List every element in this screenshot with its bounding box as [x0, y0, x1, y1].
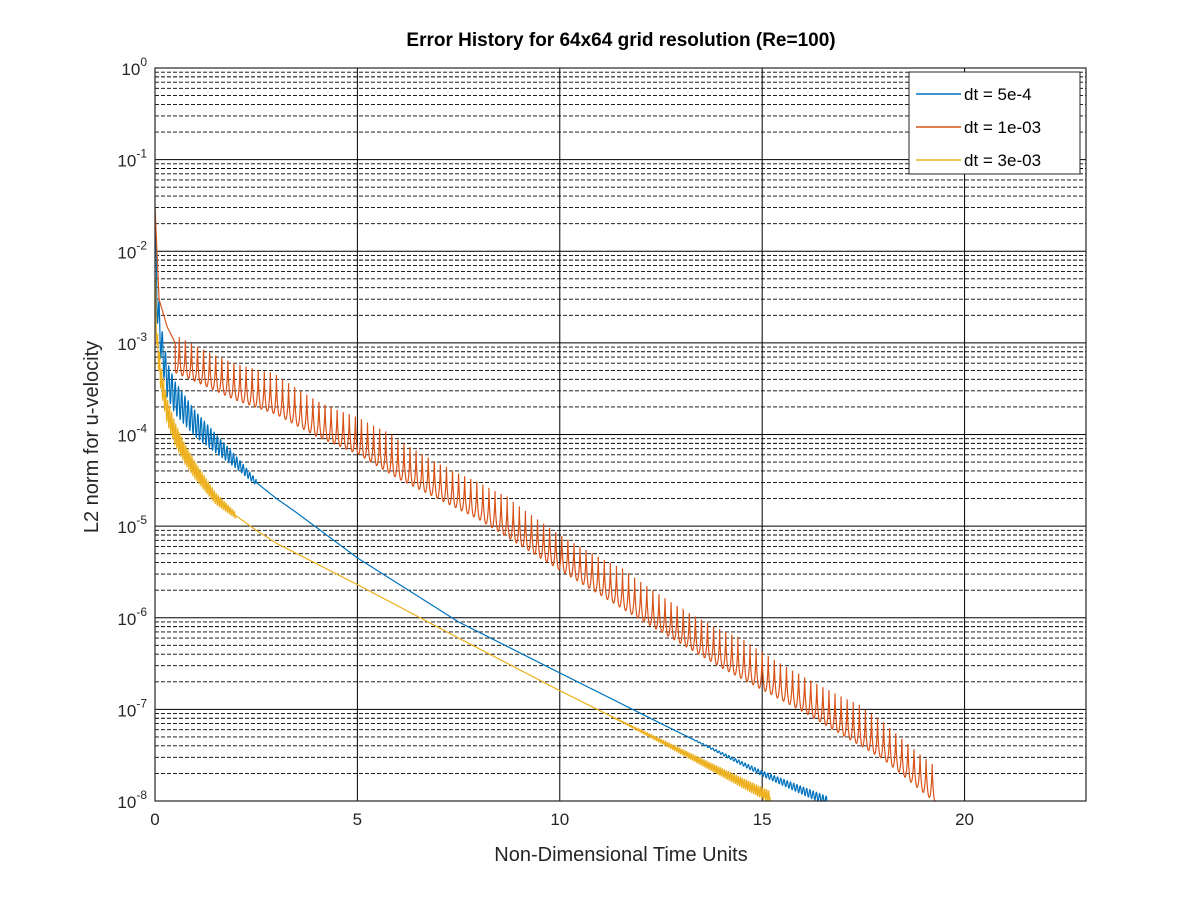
legend: dt = 5e-4 dt = 1e-03 dt = 3e-03 — [908, 71, 1081, 175]
x-tick-label: 15 — [753, 810, 772, 829]
legend-entry: dt = 5e-4 — [964, 85, 1032, 104]
series-layer — [154, 207, 937, 802]
y-tick-label: 10-4 — [117, 422, 147, 446]
x-tick-label: 0 — [150, 810, 159, 829]
x-tick-label: 10 — [550, 810, 569, 829]
series-line-3 — [154, 276, 771, 802]
y-tick-label: 10-3 — [117, 330, 147, 354]
legend-entry: dt = 3e-03 — [964, 151, 1041, 170]
series-line-2 — [154, 207, 937, 802]
x-axis-label: Non-Dimensional Time Units — [494, 844, 747, 866]
plot-frame — [154, 67, 1087, 802]
legend-entry: dt = 1e-03 — [964, 118, 1041, 137]
y-tick-label: 10-5 — [117, 513, 147, 537]
x-tick-label: 5 — [353, 810, 362, 829]
chart-title: Error History for 64x64 grid resolution … — [406, 30, 835, 51]
x-axis-ticks: 0 5 10 15 20 — [150, 810, 974, 829]
y-axis-label: L2 norm for u-velocity — [81, 341, 103, 533]
y-tick-label: 10-2 — [117, 238, 147, 262]
legend-box — [908, 71, 1081, 175]
y-tick-label: 10-7 — [117, 696, 147, 720]
y-tick-label: 10-6 — [117, 605, 147, 629]
grid — [154, 67, 1086, 802]
x-tick-label: 20 — [955, 810, 974, 829]
y-axis-ticks: 100 10-1 10-2 10-3 10-4 10-5 10-6 10-7 10-8 — [117, 55, 147, 812]
y-tick-label: 10-8 — [117, 788, 147, 812]
y-tick-label: 10-1 — [117, 147, 147, 171]
series-line-1 — [154, 223, 828, 802]
y-tick-label: 100 — [121, 55, 147, 79]
